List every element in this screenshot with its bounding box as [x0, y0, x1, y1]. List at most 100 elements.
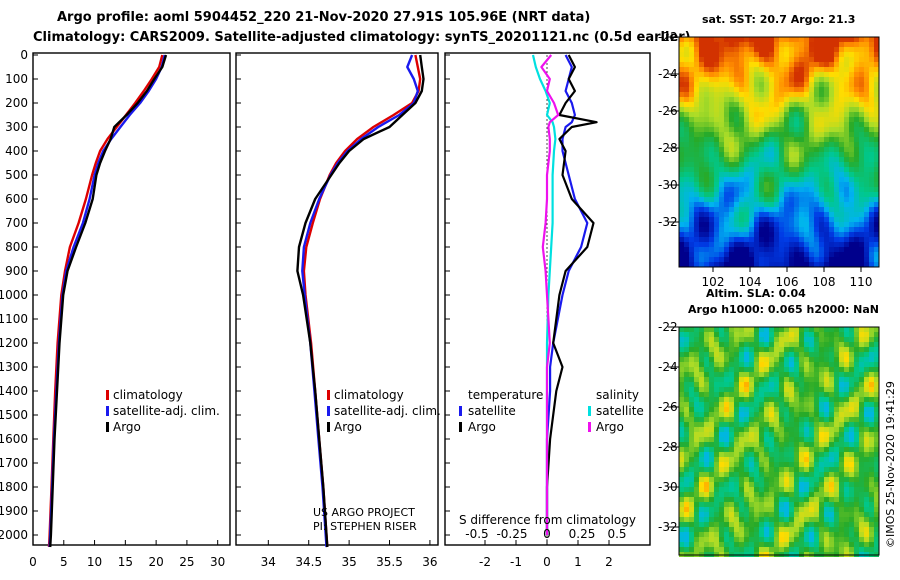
sla-cell	[824, 527, 829, 532]
sst-cell	[784, 217, 789, 222]
sst-cell	[829, 187, 834, 192]
sst-cell	[854, 87, 859, 92]
sst-cell	[704, 247, 709, 252]
sst-cell	[814, 182, 819, 187]
sla-cell	[789, 392, 794, 397]
sla-cell	[714, 432, 719, 437]
sst-cell	[864, 77, 869, 82]
sla-cell	[869, 467, 874, 472]
sla-cell	[699, 357, 704, 362]
sla-cell	[799, 362, 804, 367]
sla-cell	[824, 522, 829, 527]
sst-cell	[689, 177, 694, 182]
sst-cell	[864, 247, 869, 252]
sla-cell	[729, 332, 734, 337]
difference-chart: -2 -1 0 1 2-0.5 -0.25 0 0.25 0.5	[465, 54, 627, 569]
sst-cell	[764, 172, 769, 177]
sla-cell	[719, 427, 724, 432]
sla-cell	[699, 477, 704, 482]
sst-cell	[844, 52, 849, 57]
sst-cell	[704, 172, 709, 177]
sla-cell	[739, 532, 744, 537]
sla-cell	[769, 347, 774, 352]
sla-cell	[759, 402, 764, 407]
sst-cell	[699, 107, 704, 112]
sst-cell	[829, 92, 834, 97]
sst-cell	[819, 222, 824, 227]
sst-cell	[819, 202, 824, 207]
sst-cell	[784, 242, 789, 247]
sst-cell	[749, 62, 754, 67]
sla-cell	[849, 387, 854, 392]
sst-cell	[844, 117, 849, 122]
sst-cell	[834, 142, 839, 147]
sst-cell	[744, 127, 749, 132]
sst-cell	[799, 142, 804, 147]
sst-cell	[714, 257, 719, 262]
sst-cell	[774, 232, 779, 237]
sla-cell	[759, 547, 764, 552]
sla-cell	[839, 397, 844, 402]
sst-cell	[719, 152, 724, 157]
sla-cell	[869, 362, 874, 367]
sst-cell	[684, 97, 689, 102]
sst-cell	[844, 177, 849, 182]
sst-cell	[789, 147, 794, 152]
sst-cell	[799, 77, 804, 82]
sla-cell	[849, 487, 854, 492]
sst-cell	[864, 182, 869, 187]
sla-cell	[794, 372, 799, 377]
sst-cell	[719, 127, 724, 132]
sst-cell	[704, 157, 709, 162]
sst-cell	[869, 87, 874, 92]
depth-tick-label: 200	[5, 96, 28, 110]
sla-cell	[729, 502, 734, 507]
depth-tick-label: 2000	[0, 528, 28, 542]
sla-cell	[874, 347, 879, 352]
sst-cell	[704, 177, 709, 182]
sla-cell	[774, 432, 779, 437]
sst-cell	[869, 262, 874, 267]
sla-cell	[829, 442, 834, 447]
sla-cell	[794, 497, 799, 502]
sst-cell	[854, 182, 859, 187]
sla-cell	[714, 497, 719, 502]
sla-cell	[719, 337, 724, 342]
sst-cell	[859, 122, 864, 127]
sla-cell	[714, 492, 719, 497]
sst-cell	[774, 247, 779, 252]
sst-cell	[804, 172, 809, 177]
sla-cell	[719, 442, 724, 447]
sst-cell	[724, 122, 729, 127]
sla-cell	[764, 332, 769, 337]
sla-cell	[714, 357, 719, 362]
sst-cell	[844, 137, 849, 142]
sla-cell	[844, 527, 849, 532]
sst-cell	[819, 242, 824, 247]
sla-cell	[739, 442, 744, 447]
sla-cell	[684, 522, 689, 527]
sst-cell	[734, 107, 739, 112]
sla-cell	[814, 477, 819, 482]
sla-cell	[734, 337, 739, 342]
sla-cell	[724, 457, 729, 462]
sst-cell	[829, 247, 834, 252]
sst-cell	[779, 112, 784, 117]
sla-cell	[744, 457, 749, 462]
sla-cell	[689, 377, 694, 382]
sla-cell	[749, 402, 754, 407]
sla-cell	[769, 372, 774, 377]
sst-cell	[804, 97, 809, 102]
sst-cell	[769, 192, 774, 197]
sst-cell	[684, 147, 689, 152]
sst-cell	[849, 242, 854, 247]
sst-cell	[874, 232, 879, 237]
sla-cell	[764, 537, 769, 542]
sst-cell	[694, 37, 699, 42]
sst-cell	[724, 207, 729, 212]
sst-cell	[839, 52, 844, 57]
sst-cell	[874, 217, 879, 222]
sst-cell	[709, 72, 714, 77]
sla-cell	[849, 547, 854, 552]
sst-cell	[774, 172, 779, 177]
